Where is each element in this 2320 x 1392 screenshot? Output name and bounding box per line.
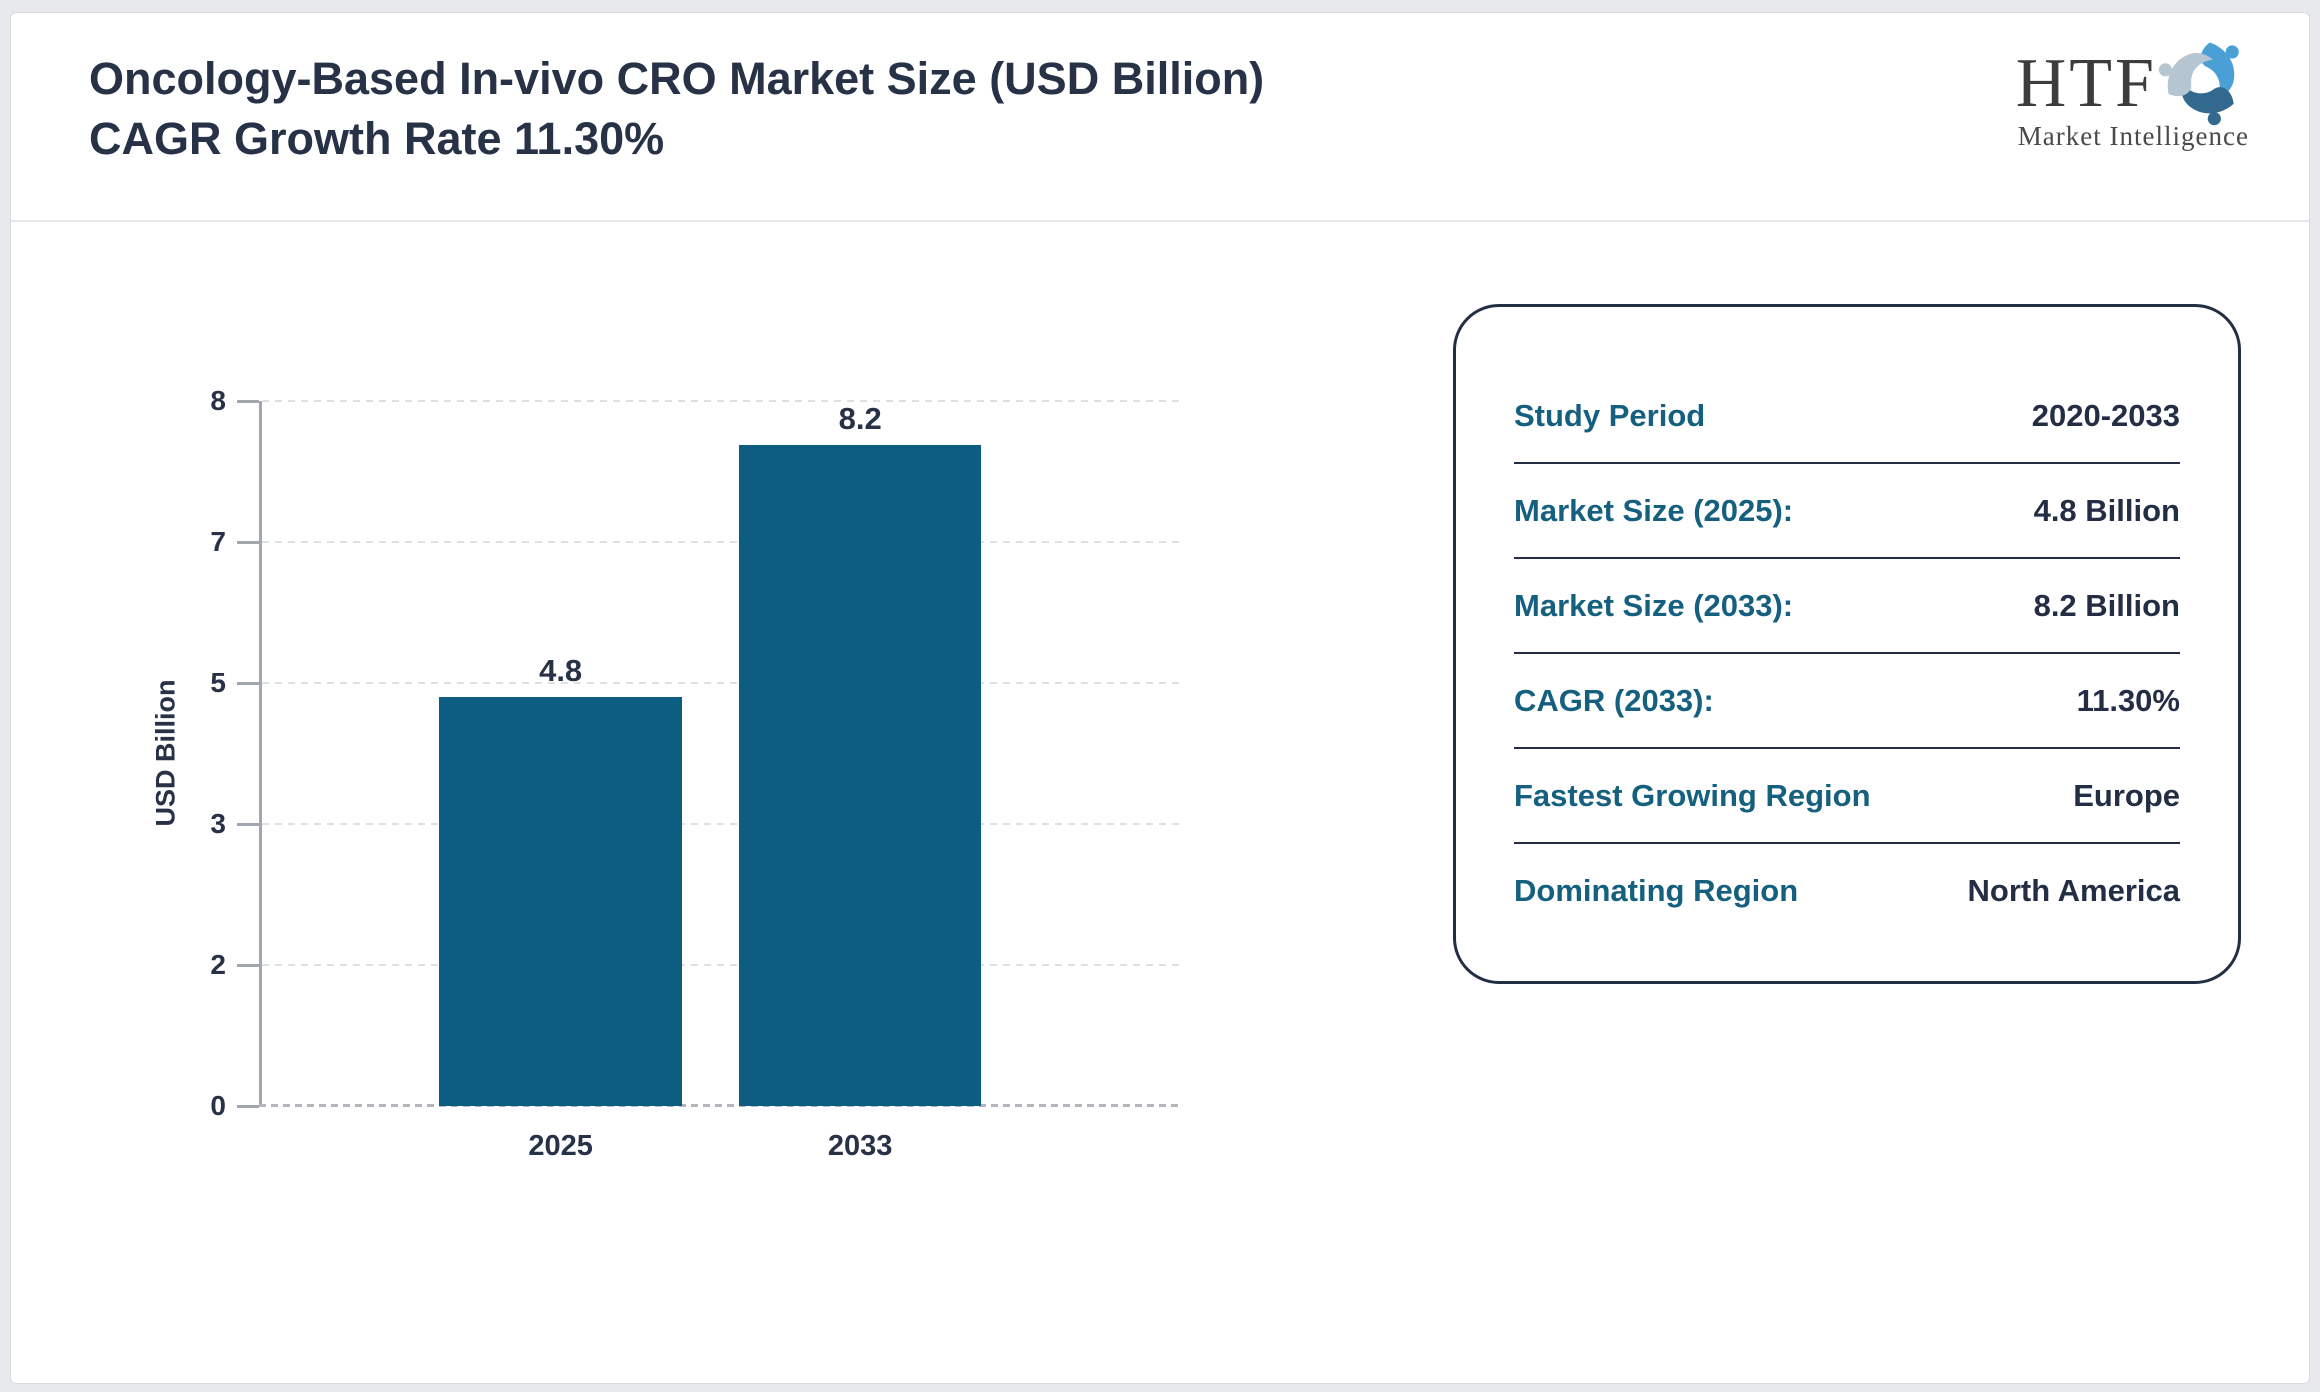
info-label: Dominating Region bbox=[1514, 872, 1799, 908]
gridline bbox=[262, 400, 1179, 402]
bar-slot: 8.2 2033 bbox=[738, 401, 982, 1162]
y-tick-label: 7 bbox=[210, 526, 226, 557]
page-card: Oncology-Based In-vivo CRO Market Size (… bbox=[10, 12, 2310, 1384]
info-row: Market Size (2025): 4.8 Billion bbox=[1514, 462, 2180, 557]
info-value: 4.8 Billion bbox=[2033, 492, 2180, 528]
info-label: Fastest Growing Region bbox=[1514, 777, 1871, 813]
info-label: Market Size (2033): bbox=[1514, 587, 1794, 623]
header: Oncology-Based In-vivo CRO Market Size (… bbox=[11, 13, 2309, 222]
gridline bbox=[262, 964, 1179, 966]
y-tick-mark bbox=[237, 823, 259, 826]
info-row: Market Size (2033): 8.2 Billion bbox=[1514, 557, 2180, 652]
htf-logo-text: HTF bbox=[2015, 45, 2157, 122]
info-value: 2020-2033 bbox=[2031, 397, 2180, 433]
info-label: CAGR (2033): bbox=[1514, 682, 1714, 718]
y-tick-label: 2 bbox=[210, 949, 226, 980]
info-label: Study Period bbox=[1514, 397, 1706, 433]
info-card: Study Period 2020-2033 Market Size (2025):… bbox=[1453, 304, 2241, 984]
page-title: Oncology-Based In-vivo CRO Market Size (… bbox=[89, 53, 1265, 164]
info-value: 11.30% bbox=[2076, 682, 2180, 718]
info-label: Market Size (2025): bbox=[1514, 492, 1794, 528]
y-axis-label: USD Billion bbox=[150, 679, 181, 827]
plot-area: 0 2 3 5 7 8 4.8 2025 8.2 2033 bbox=[210, 385, 1179, 1162]
bar-value-label: 8.2 bbox=[838, 401, 882, 436]
gridline bbox=[262, 823, 1179, 825]
htf-logo: HTF bbox=[2016, 35, 2251, 152]
bar bbox=[439, 697, 682, 1106]
bar-slot: 4.8 2025 bbox=[439, 401, 682, 1162]
y-tick-mark bbox=[237, 682, 259, 685]
y-tick-label: 3 bbox=[210, 808, 226, 839]
x-tick-label: 2025 bbox=[528, 1130, 593, 1162]
info-row: Study Period 2020-2033 bbox=[1514, 369, 2180, 462]
x-axis-baseline bbox=[259, 1104, 1179, 1107]
gridline bbox=[262, 682, 1179, 684]
y-tick-label: 0 bbox=[210, 1090, 226, 1121]
gridline bbox=[262, 541, 1179, 543]
info-row: Fastest Growing Region Europe bbox=[1514, 747, 2180, 842]
bar bbox=[738, 445, 982, 1106]
y-tick-label: 8 bbox=[210, 385, 226, 416]
htf-logo-top: HTF bbox=[2016, 35, 2251, 129]
y-tick-mark bbox=[237, 400, 259, 403]
info-value: Europe bbox=[2073, 777, 2180, 813]
info-row: CAGR (2033): 11.30% bbox=[1514, 652, 2180, 747]
bar-value-label: 4.8 bbox=[539, 653, 583, 689]
swirl-icon bbox=[2158, 42, 2239, 126]
y-tick-label: 5 bbox=[210, 667, 226, 698]
y-tick-mark bbox=[237, 541, 259, 544]
x-tick-label: 2033 bbox=[827, 1130, 893, 1162]
htf-logo-tagline: Market Intelligence bbox=[2017, 121, 2249, 151]
info-value: 8.2 Billion bbox=[2033, 587, 2180, 623]
info-card-rows: Study Period 2020-2033 Market Size (2025):… bbox=[1514, 369, 2180, 937]
info-row: Dominating Region North America bbox=[1514, 842, 2180, 937]
y-tick-mark bbox=[237, 1105, 259, 1108]
info-value: North America bbox=[1967, 872, 2180, 908]
y-tick-mark bbox=[237, 964, 259, 967]
